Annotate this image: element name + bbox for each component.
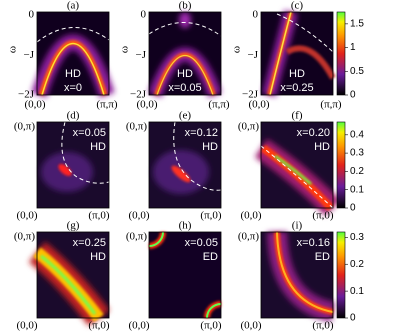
panel-frame: [36, 11, 110, 96]
colorbar-tick-label: 0.2: [350, 259, 364, 270]
heatmap: [254, 122, 341, 216]
heatmap: [261, 10, 336, 97]
y-tick-label: (0,π): [126, 231, 147, 243]
x-tick-label: (0,0): [248, 99, 269, 111]
y-tick-label: (0,π): [14, 121, 35, 133]
panel-note: x=0.05: [185, 237, 218, 249]
heatmap: [149, 121, 222, 208]
y-tick-label: (0,π): [126, 121, 147, 133]
panel-label: (f): [292, 110, 303, 122]
panel-note: x=0.20: [297, 127, 330, 139]
colorbar-tick-label: 0.1: [350, 286, 364, 297]
heatmap: [148, 12, 222, 98]
panel-frame: [260, 121, 334, 209]
panel-note: x=0.16: [297, 237, 330, 249]
y-axis-title: ω: [119, 46, 131, 53]
x-tick-label: (π,π): [96, 99, 118, 111]
panel-frame: [260, 11, 334, 96]
x-tick-label: (0,0): [24, 99, 45, 111]
panel-note: x=0: [64, 82, 82, 94]
panel-note: x=0.12: [185, 127, 218, 139]
panel-label: (g): [67, 220, 80, 232]
panel-note: HD: [65, 68, 81, 80]
colorbar-tick-label: 0.1: [350, 184, 364, 195]
panel-note: HD: [202, 141, 218, 153]
x-tick-label: (π,0): [88, 320, 109, 332]
panel-note: HD: [314, 141, 330, 153]
colorbar-tick-label: 0.3: [350, 148, 364, 159]
colorbar-tick-label: 0.2: [350, 166, 364, 177]
heatmap: [261, 231, 336, 322]
y-tick-label: −J: [248, 49, 259, 61]
x-tick-label: (0,0): [16, 320, 37, 332]
panel-frame: [36, 121, 110, 209]
panel-note: HD: [289, 68, 305, 80]
x-tick-label: (π,0): [312, 210, 333, 222]
colorbar: [336, 121, 346, 209]
x-tick-label: (π,π): [208, 99, 230, 111]
colorbar: [336, 11, 346, 96]
y-tick-label: 0: [141, 9, 147, 21]
x-tick-label: (π,0): [88, 210, 109, 222]
colorbar-tick-label: 0: [350, 90, 356, 101]
panel-frame: [148, 121, 222, 209]
x-tick-label: (π,0): [312, 320, 333, 332]
y-tick-label: (0,π): [238, 231, 259, 243]
y-tick-label: −J: [24, 49, 35, 61]
panel-label: (h): [179, 220, 192, 232]
y-tick-label: −2J: [242, 89, 259, 101]
colorbar-tick-label: 0: [350, 313, 356, 324]
y-tick-label: −2J: [18, 89, 35, 101]
panel-note: x=0.05: [168, 82, 201, 94]
x-tick-label: (0,0): [128, 210, 149, 222]
heatmaps: [28, 10, 341, 326]
x-tick-label: (0,0): [136, 99, 157, 111]
panel-frame: [36, 231, 110, 319]
x-tick-label: (0,0): [240, 320, 261, 332]
colorbar-tick-label: 0: [350, 203, 356, 214]
x-tick-label: (π,π): [320, 99, 342, 111]
y-tick-label: (0,π): [14, 231, 35, 243]
panel-note: ED: [315, 251, 330, 263]
panel-label: (d): [67, 110, 80, 122]
heatmap: [148, 231, 222, 319]
heatmap: [28, 232, 110, 326]
panel-note: x=0.05: [73, 127, 106, 139]
heatmap: [37, 121, 110, 208]
x-tick-label: (0,0): [128, 320, 149, 332]
y-tick-label: −2J: [130, 89, 147, 101]
panel-note: HD: [90, 141, 106, 153]
panel-frame: [260, 231, 334, 319]
y-axis-title: ω: [7, 46, 19, 53]
x-tick-label: (π,0): [200, 210, 221, 222]
y-tick-label: −J: [136, 49, 147, 61]
panel-note: ED: [203, 251, 218, 263]
x-tick-label: (π,0): [200, 320, 221, 332]
panel-note: HD: [90, 251, 106, 263]
y-tick-label: (0,π): [238, 121, 259, 133]
colorbar-tick-label: 0.5: [350, 66, 364, 77]
y-axis-title: ω: [231, 46, 243, 53]
colorbar: [336, 231, 346, 319]
panel-label: (i): [292, 220, 303, 232]
y-tick-label: 0: [253, 9, 259, 21]
panel-label: (c): [291, 0, 304, 12]
panel-frame: [148, 231, 222, 319]
x-tick-label: (0,0): [240, 210, 261, 222]
colorbar-tick-label: 0.3: [350, 232, 364, 243]
colorbar-tick-label: 0.4: [350, 129, 364, 140]
y-tick-label: 0: [29, 9, 35, 21]
colorbar-tick-label: 1: [350, 42, 356, 53]
heatmap: [31, 12, 115, 98]
panel-label: (b): [179, 0, 192, 12]
panel-note: HD: [177, 68, 193, 80]
panel-label: (a): [67, 0, 80, 12]
panel-frame: [148, 11, 222, 96]
panel-label: (e): [179, 110, 192, 122]
panel-note: x=0.25: [280, 82, 313, 94]
panel-note: x=0.25: [73, 237, 106, 249]
colorbar-tick-label: 1.5: [350, 18, 364, 29]
x-tick-label: (0,0): [16, 210, 37, 222]
